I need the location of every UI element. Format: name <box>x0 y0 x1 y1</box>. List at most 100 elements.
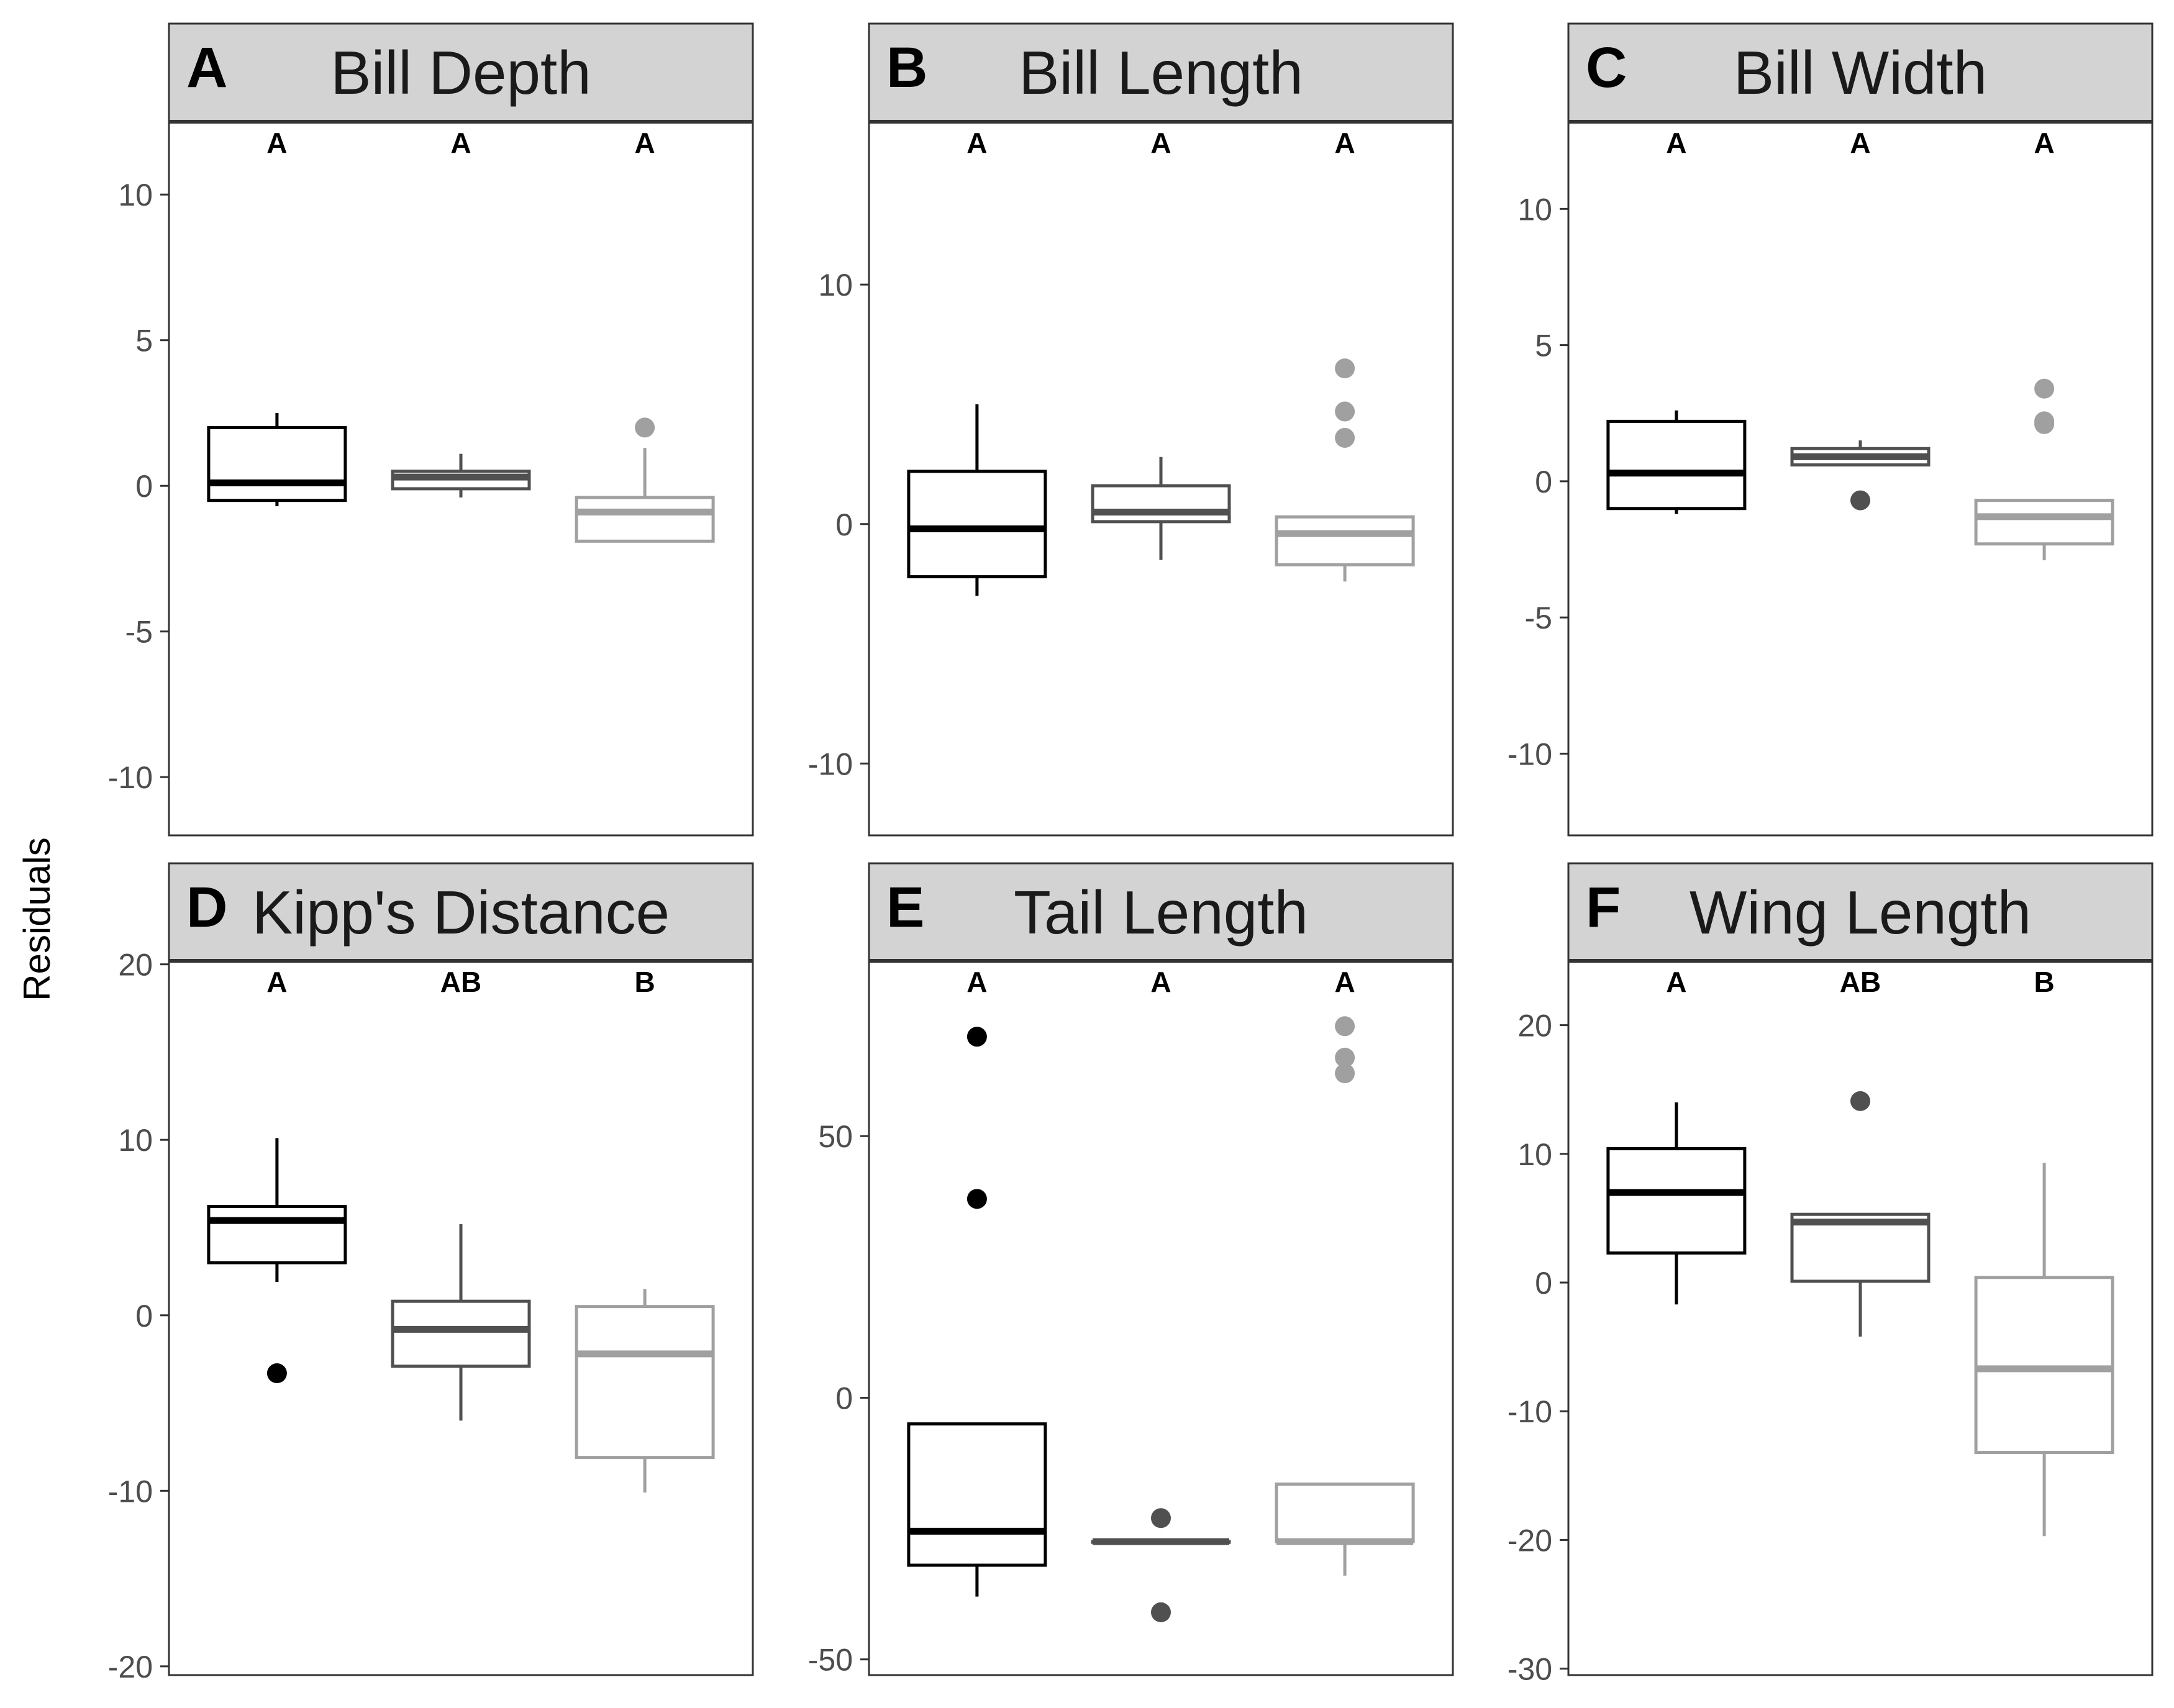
significance-letter: A <box>266 966 287 998</box>
significance-letter: A <box>1334 966 1355 998</box>
panel-b: B Bill Length -10 0 10 A A A <box>808 22 1454 837</box>
boxplot-group-2 <box>1790 440 1931 511</box>
significance-letter: B <box>2034 966 2054 998</box>
outlier-point <box>1335 401 1355 422</box>
y-tick-label: 20 <box>118 948 153 983</box>
panel-a: A Bill Depth -10 -5 0 5 10 A A A <box>108 22 754 837</box>
significance-letter: A <box>266 127 287 159</box>
significance-letter: A <box>2034 127 2054 159</box>
y-tick-label: 5 <box>1535 329 1552 363</box>
outlier-point <box>1151 1508 1171 1529</box>
panel-title: Kipp's Distance <box>252 878 670 947</box>
boxplot-group-3 <box>1275 358 1415 582</box>
facet-strip <box>168 862 754 962</box>
boxplot-group-1 <box>1606 410 1747 514</box>
box-iqr <box>207 425 347 502</box>
boxplot-group-2 <box>1091 1508 1231 1622</box>
y-tick-label: 10 <box>818 268 853 302</box>
y-tick-label: -20 <box>1508 1523 1552 1558</box>
box-iqr <box>207 1205 347 1265</box>
y-tick-label: -30 <box>1508 1652 1552 1687</box>
significance-letter: A <box>450 127 471 159</box>
box-iqr <box>1091 484 1231 524</box>
y-tick-label: 0 <box>135 1299 153 1333</box>
y-tick-label: -10 <box>1508 737 1552 771</box>
outlier-point <box>266 1363 287 1384</box>
box-iqr <box>575 1305 715 1460</box>
boxplot-group-1 <box>207 412 347 507</box>
y-tick-label: -20 <box>108 1650 153 1684</box>
boxplot-group-3 <box>1974 1163 2114 1537</box>
significance-letter: A <box>966 966 987 998</box>
boxplot-group-1 <box>907 1027 1047 1597</box>
facet-strip <box>868 22 1454 123</box>
panel-letter: C <box>1586 36 1627 99</box>
figure-y-axis-label: Residuals <box>16 837 58 1001</box>
outlier-point <box>2034 411 2055 432</box>
y-tick-label: 10 <box>1517 192 1552 227</box>
significance-letter: A <box>1150 966 1171 998</box>
significance-letter: AB <box>1840 966 1881 998</box>
outlier-point <box>1850 490 1870 511</box>
boxplot-group-3 <box>575 1289 715 1493</box>
boxplot-group-1 <box>1606 1102 1747 1305</box>
outlier-point <box>2034 378 2055 399</box>
y-tick-label: 0 <box>1535 465 1552 499</box>
facet-strip <box>1567 862 2154 962</box>
box-iqr <box>391 1299 531 1368</box>
boxplot-group-2 <box>391 453 531 497</box>
boxplot-group-1 <box>207 1138 347 1384</box>
panel-letter: E <box>886 876 924 939</box>
box-iqr <box>575 496 715 543</box>
outlier-point <box>1335 427 1355 448</box>
panel-c: C Bill Width -10 -5 0 5 10 A A A <box>1508 22 2154 837</box>
panel-letter: D <box>186 876 227 939</box>
outlier-point <box>1335 1063 1355 1084</box>
significance-letter: A <box>1150 127 1171 159</box>
y-tick-label: 50 <box>818 1119 853 1154</box>
boxplot-group-2 <box>1091 457 1231 560</box>
panel-f: F Wing Length -30 -20 -10 0 10 20 A AB B <box>1508 862 2154 1687</box>
facet-strip <box>168 22 754 123</box>
facet-strip <box>868 862 1454 962</box>
y-tick-label: 0 <box>835 1381 853 1415</box>
y-tick-label: 0 <box>1535 1266 1552 1301</box>
panel-letter: A <box>186 36 227 99</box>
plot-area <box>868 960 1454 1676</box>
boxplot-group-3 <box>1275 1016 1415 1576</box>
outlier-point <box>966 1189 987 1209</box>
y-tick-label: -5 <box>1525 601 1552 635</box>
box-iqr <box>1606 419 1747 511</box>
y-tick-label: 10 <box>118 178 153 212</box>
outlier-point <box>1335 358 1355 379</box>
box-iqr <box>1974 1276 2114 1455</box>
panel-d: D Kipp's Distance -20 -10 0 10 20 A AB B <box>108 862 754 1684</box>
box-iqr <box>1275 1482 1415 1543</box>
significance-letter: A <box>1850 127 1870 159</box>
box-iqr <box>1606 1147 1747 1255</box>
significance-letter: A <box>1666 127 1686 159</box>
significance-letter: A <box>1334 127 1355 159</box>
boxplot-group-1 <box>907 404 1047 596</box>
outlier-point <box>1335 1047 1355 1068</box>
box-iqr <box>1790 1212 1931 1283</box>
box-iqr <box>1974 499 2114 546</box>
panel-title: Bill Width <box>1734 39 1987 107</box>
panel-letter: B <box>886 36 927 99</box>
outlier-point <box>966 1027 987 1047</box>
y-tick-label: 5 <box>135 324 153 358</box>
boxplot-group-3 <box>575 417 715 543</box>
panel-e: E Tail Length -50 0 50 A A A <box>808 862 1454 1678</box>
significance-letter: A <box>634 127 655 159</box>
y-tick-label: -10 <box>808 747 853 781</box>
boxplot-group-2 <box>391 1224 531 1421</box>
y-tick-label: 0 <box>135 469 153 504</box>
y-tick-label: -10 <box>108 1474 153 1509</box>
outlier-point <box>1335 1016 1355 1037</box>
facet-strip <box>1567 22 2154 123</box>
outlier-point <box>635 417 655 438</box>
significance-letter: A <box>1666 966 1686 998</box>
box-iqr <box>907 1422 1047 1567</box>
boxplot-group-2 <box>1790 1091 1931 1337</box>
